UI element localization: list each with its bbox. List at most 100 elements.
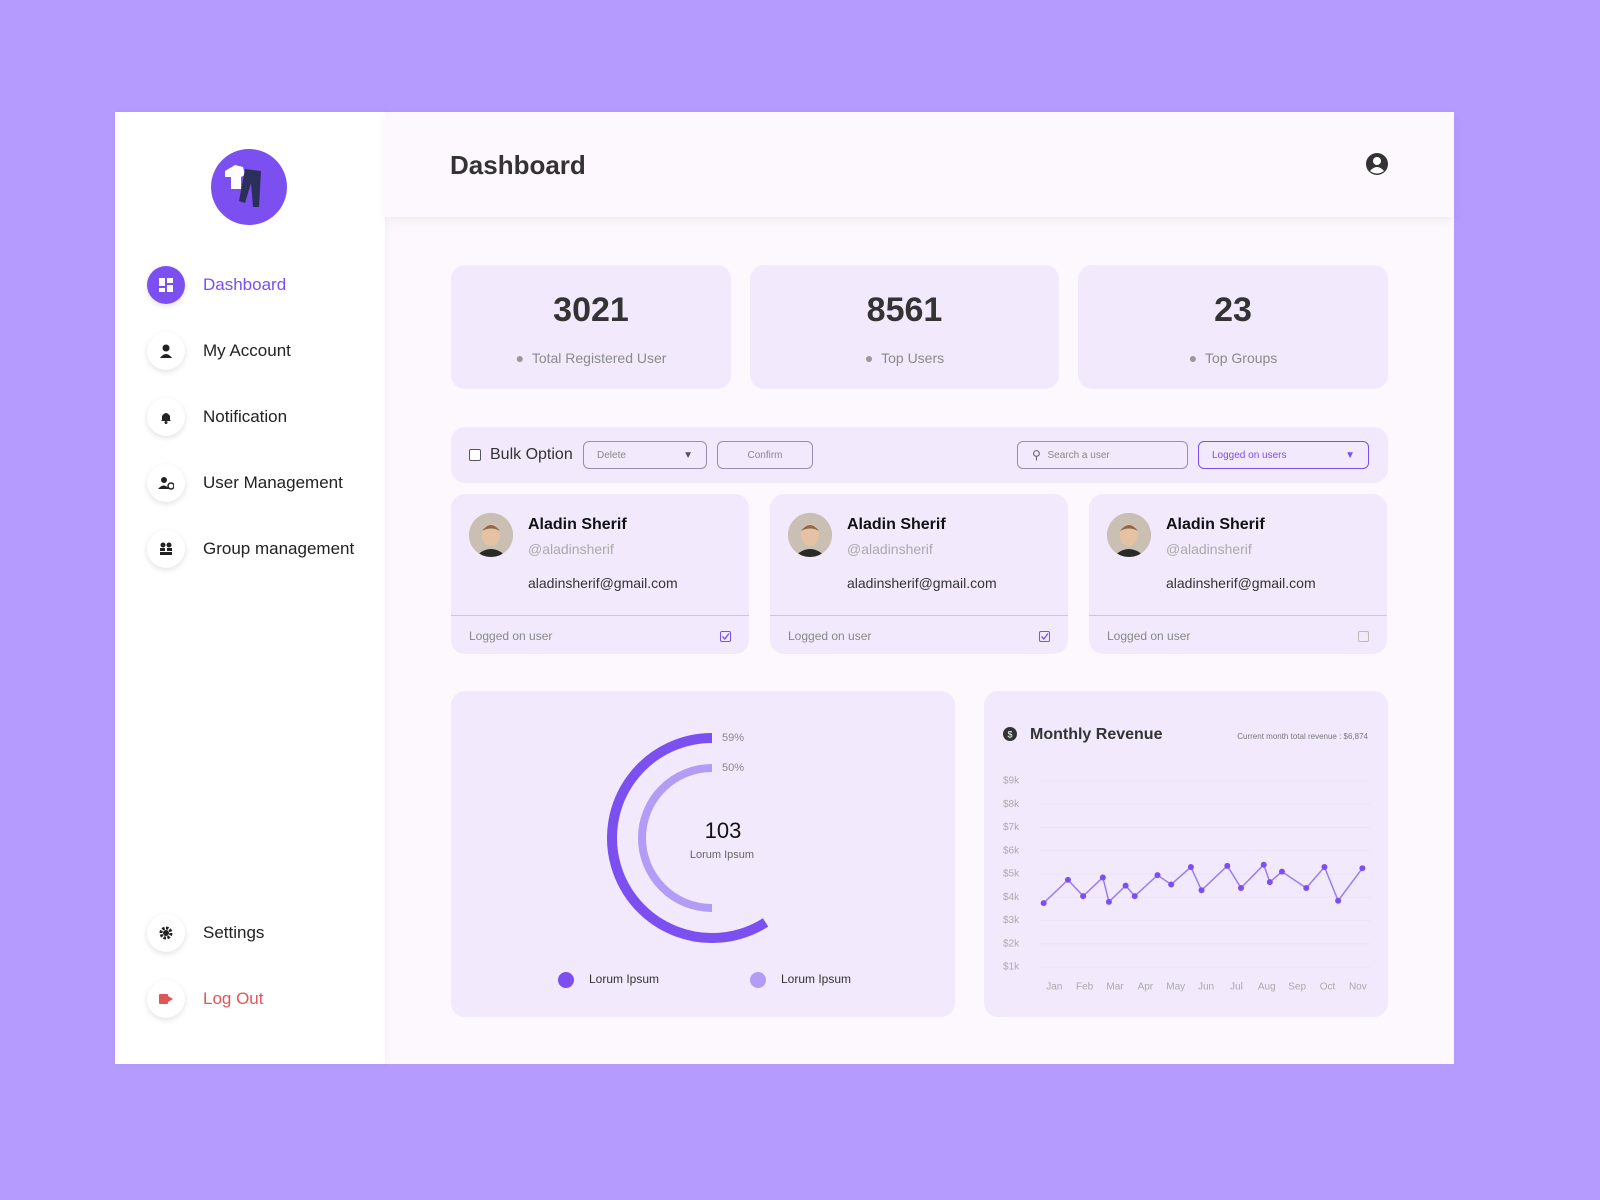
nav-item[interactable]: Settings bbox=[203, 923, 265, 942]
y-tick-label: $1k bbox=[1003, 962, 1020, 973]
user-checkbox[interactable] bbox=[1358, 631, 1369, 642]
data-point bbox=[1303, 884, 1310, 891]
legend-label: Lorum Ipsum bbox=[589, 972, 659, 986]
revenue-card bbox=[984, 691, 1388, 1017]
avatar bbox=[788, 513, 832, 557]
user-handle: @aladinsherif bbox=[847, 541, 933, 557]
data-point bbox=[1168, 881, 1175, 888]
filter-select[interactable]: Logged on users ▼ bbox=[1198, 441, 1369, 469]
center-label: Lorum Ipsum bbox=[690, 849, 754, 861]
user-email: aladinsherif@gmail.com bbox=[1166, 575, 1316, 591]
nav-icon[interactable] bbox=[147, 980, 185, 1018]
page-title: Dashboard bbox=[450, 150, 586, 180]
stat-label-text: Top Groups bbox=[1204, 350, 1278, 366]
bulk-checkbox[interactable] bbox=[469, 449, 481, 461]
stat-label-text: Top Users bbox=[881, 350, 945, 366]
x-tick-label: Jun bbox=[1198, 982, 1214, 993]
nav-icon[interactable] bbox=[147, 464, 185, 502]
nav-icon[interactable] bbox=[147, 914, 185, 952]
user-card: Aladin Sherif @aladinsherif aladinsherif@g… bbox=[1089, 494, 1387, 654]
nav-item[interactable]: Log Out bbox=[203, 989, 264, 1008]
data-point bbox=[1040, 900, 1047, 907]
bulk-label: Bulk Option bbox=[490, 446, 573, 463]
radial-arc bbox=[638, 764, 713, 912]
data-point bbox=[1064, 876, 1071, 883]
avatar bbox=[1107, 513, 1151, 557]
data-point bbox=[1237, 884, 1244, 891]
nav-item[interactable]: My Account bbox=[203, 341, 291, 360]
data-point bbox=[1260, 861, 1267, 868]
arc-label: 50% bbox=[722, 762, 744, 774]
legend-swatch bbox=[750, 972, 766, 988]
search-placeholder: Search a user bbox=[1047, 449, 1110, 461]
confirm-button[interactable]: Confirm bbox=[717, 441, 813, 469]
data-point bbox=[1321, 864, 1328, 871]
stat-label-text: Total Registered User bbox=[531, 350, 667, 366]
stat-card: 3021 ● Total Registered User bbox=[451, 265, 731, 389]
user-status: Logged on user bbox=[788, 629, 872, 643]
y-tick-label: $2k bbox=[1003, 938, 1020, 949]
x-tick-label: May bbox=[1166, 982, 1185, 993]
user-checkbox[interactable] bbox=[1039, 631, 1050, 642]
x-tick-label: Mar bbox=[1106, 982, 1124, 993]
radial-arc bbox=[607, 733, 769, 943]
user-card: Aladin Sherif @aladinsherif aladinsherif@g… bbox=[451, 494, 749, 654]
nav-icon[interactable] bbox=[147, 398, 185, 436]
action-select[interactable]: Delete ▼ bbox=[583, 441, 707, 469]
x-tick-label: Jul bbox=[1230, 982, 1243, 993]
chart-subtitle: Current month total revenue : $6,874 bbox=[1237, 732, 1368, 741]
user-email: aladinsherif@gmail.com bbox=[528, 575, 678, 591]
stat-value: 8561 bbox=[866, 291, 943, 329]
profile-icon[interactable] bbox=[1365, 152, 1389, 176]
data-point bbox=[1335, 897, 1342, 904]
data-point bbox=[1154, 872, 1161, 879]
data-point bbox=[1122, 882, 1129, 889]
nav-item[interactable]: Notification bbox=[203, 407, 288, 426]
toolbar bbox=[451, 427, 1388, 483]
logo bbox=[211, 149, 287, 225]
select-text: Delete bbox=[597, 449, 626, 461]
data-point bbox=[1224, 862, 1231, 869]
divider bbox=[770, 615, 1068, 616]
x-tick-label: Sep bbox=[1288, 982, 1306, 993]
stat-value: 23 bbox=[1214, 291, 1252, 329]
y-tick-label: $5k bbox=[1003, 869, 1020, 880]
nav-item[interactable]: Dashboard bbox=[203, 275, 287, 294]
search-input[interactable]: ⚲ Search a user bbox=[1017, 441, 1188, 469]
user-checkbox[interactable] bbox=[720, 631, 731, 642]
user-status: Logged on user bbox=[1107, 629, 1191, 643]
header-bar bbox=[385, 112, 1454, 217]
revenue-line bbox=[1043, 863, 1364, 904]
nav-item[interactable]: User Management bbox=[203, 473, 343, 492]
nav-icon[interactable] bbox=[147, 332, 185, 370]
user-handle: @aladinsherif bbox=[1166, 541, 1252, 557]
chart-title: Monthly Revenue bbox=[1030, 726, 1163, 743]
x-tick-label: Nov bbox=[1349, 982, 1367, 993]
data-point bbox=[1105, 898, 1112, 905]
data-point bbox=[1278, 868, 1285, 875]
data-point bbox=[1131, 893, 1138, 900]
user-name: Aladin Sherif bbox=[847, 516, 946, 533]
nav-item[interactable]: Group management bbox=[203, 539, 355, 558]
user-handle: @aladinsherif bbox=[528, 541, 614, 557]
nav-icon[interactable] bbox=[147, 530, 185, 568]
data-point bbox=[1099, 874, 1106, 881]
user-name: Aladin Sherif bbox=[1166, 516, 1265, 533]
data-point bbox=[1080, 893, 1087, 900]
divider bbox=[1089, 615, 1387, 616]
legend-swatch bbox=[558, 972, 574, 988]
x-tick-label: Apr bbox=[1138, 982, 1154, 993]
divider bbox=[451, 615, 749, 616]
x-tick-label: Aug bbox=[1258, 982, 1276, 993]
stat-label: ● Top Users bbox=[864, 350, 945, 366]
nav-icon[interactable] bbox=[147, 266, 185, 304]
stat-label: ● Top Groups bbox=[1188, 350, 1278, 366]
legend-label: Lorum Ipsum bbox=[781, 972, 851, 986]
y-tick-label: $8k bbox=[1003, 799, 1020, 810]
data-point bbox=[1266, 879, 1273, 886]
data-point bbox=[1187, 864, 1194, 871]
stat-card: 8561 ● Top Users bbox=[750, 265, 1059, 389]
user-status: Logged on user bbox=[469, 629, 553, 643]
